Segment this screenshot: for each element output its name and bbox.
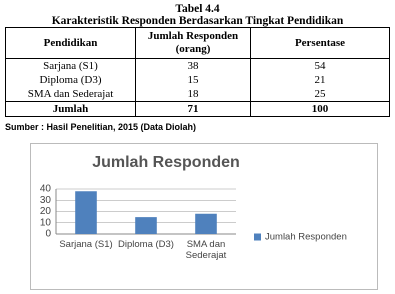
y-tick-label: 30 <box>40 195 52 206</box>
cell: Sarjana (S1) <box>5 58 136 73</box>
bar <box>195 213 217 234</box>
total-cell: 100 <box>250 101 390 117</box>
table-title: Karakteristik Responden Berdasarkan Ting… <box>51 15 344 27</box>
table-number: Tabel 4.4 <box>175 3 220 15</box>
cell: 21 <box>250 73 390 87</box>
legend-label: Jumlah Responden <box>265 232 347 243</box>
cell: 18 <box>135 87 251 102</box>
total-cell: Jumlah <box>5 101 136 117</box>
bar <box>75 191 97 234</box>
y-tick-label: 20 <box>40 206 52 217</box>
header-cell: Persentase <box>250 27 390 59</box>
header-cell: Pendidikan <box>5 27 136 59</box>
y-tick-label: 40 <box>40 184 52 195</box>
x-tick-label: SMA dan Sederajat <box>185 239 227 261</box>
y-tick-label: 10 <box>40 217 52 228</box>
cell: SMA dan Sederajat <box>5 87 136 102</box>
bar <box>135 217 157 234</box>
header-cell: Jumlah Responden (orang) <box>135 27 251 59</box>
cell: Diploma (D3) <box>5 73 136 87</box>
total-cell: 71 <box>135 101 251 117</box>
data-table: Pendidikan Jumlah Responden (orang) Pers… <box>5 27 390 117</box>
x-tick-label: Diploma (D3) <box>118 239 174 250</box>
cell: 38 <box>135 58 251 73</box>
cell: 15 <box>135 73 251 87</box>
cell: 54 <box>250 58 390 73</box>
y-tick-label: 0 <box>45 229 51 240</box>
cell: 25 <box>250 87 390 102</box>
chart-title: Jumlah Responden <box>92 154 240 171</box>
source-note: Sumber : Hasil Penelitian, 2015 (Data Di… <box>5 122 197 132</box>
chart-box: Jumlah Responden 0 10 20 30 40 Jumlah Respond… <box>30 143 378 290</box>
legend-swatch <box>254 233 261 241</box>
x-tick-label: Sarjana (S1) <box>59 239 113 250</box>
